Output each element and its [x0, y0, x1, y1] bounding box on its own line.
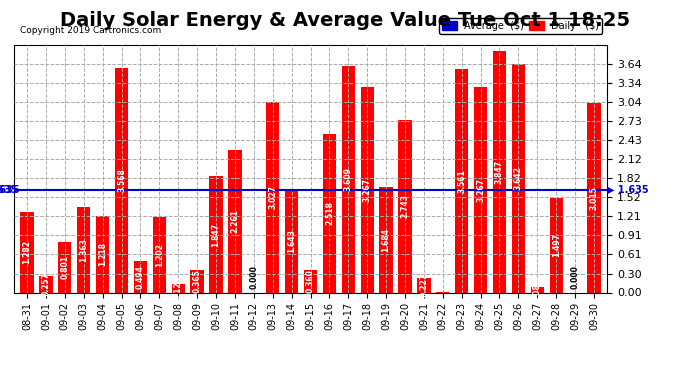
Text: ▶ 1.635: ▶ 1.635 [0, 185, 20, 195]
Bar [21, 212, 34, 292]
Text: 1.497: 1.497 [552, 234, 561, 258]
Text: 0.080: 0.080 [533, 278, 542, 302]
Text: 2.518: 2.518 [325, 201, 334, 225]
Bar [58, 242, 72, 292]
Bar [549, 198, 563, 292]
Text: 1.847: 1.847 [212, 222, 221, 246]
Bar [342, 66, 355, 292]
Text: 1.684: 1.684 [382, 228, 391, 252]
Bar [493, 51, 506, 292]
Text: 1.218: 1.218 [98, 242, 107, 266]
Text: 3.267: 3.267 [363, 178, 372, 202]
Bar [172, 285, 185, 292]
Text: Daily Solar Energy & Average Value Tue Oct 1 18:25: Daily Solar Energy & Average Value Tue O… [60, 11, 630, 30]
Bar [474, 87, 487, 292]
Text: 0.365: 0.365 [193, 269, 201, 293]
Text: 0.128: 0.128 [174, 276, 183, 300]
Text: 3.568: 3.568 [117, 168, 126, 192]
Text: 3.609: 3.609 [344, 167, 353, 191]
Text: 0.801: 0.801 [60, 255, 69, 279]
Text: 0.000: 0.000 [571, 266, 580, 290]
Bar [115, 68, 128, 292]
Text: 3.847: 3.847 [495, 160, 504, 184]
Bar [361, 87, 374, 292]
Bar [152, 217, 166, 292]
Legend: Average  ($), Daily   ($): Average ($), Daily ($) [439, 18, 602, 33]
Text: 0.000: 0.000 [249, 266, 258, 290]
Text: 2.743: 2.743 [400, 194, 409, 218]
Text: 0.494: 0.494 [136, 265, 145, 289]
Text: 0.227: 0.227 [420, 273, 428, 297]
Bar [398, 120, 412, 292]
Bar [512, 64, 525, 292]
Text: 1.282: 1.282 [23, 240, 32, 264]
Bar [380, 187, 393, 292]
Text: ▶ 1.635: ▶ 1.635 [0, 185, 17, 195]
Text: 3.642: 3.642 [514, 166, 523, 190]
Bar [304, 270, 317, 292]
Bar [455, 69, 469, 292]
Text: 3.267: 3.267 [476, 178, 485, 202]
Bar [417, 278, 431, 292]
Text: 1.643: 1.643 [287, 229, 296, 253]
Bar [190, 270, 204, 292]
Text: Copyright 2019 Cartronics.com: Copyright 2019 Cartronics.com [20, 26, 161, 35]
Bar [228, 150, 242, 292]
Bar [266, 102, 279, 292]
Text: 2.261: 2.261 [230, 210, 239, 233]
Bar [77, 207, 90, 292]
Bar [39, 276, 52, 292]
Text: ▶ 1.635: ▶ 1.635 [607, 185, 649, 195]
Bar [96, 216, 109, 292]
Text: 0.360: 0.360 [306, 269, 315, 293]
Bar [134, 261, 147, 292]
Bar [587, 103, 600, 292]
Text: 3.561: 3.561 [457, 169, 466, 192]
Text: 3.027: 3.027 [268, 185, 277, 209]
Bar [531, 288, 544, 292]
Bar [323, 134, 336, 292]
Text: 3.015: 3.015 [589, 186, 598, 210]
Text: 1.363: 1.363 [79, 238, 88, 262]
Bar [209, 177, 223, 292]
Bar [285, 189, 298, 292]
Text: 0.257: 0.257 [41, 273, 50, 296]
Text: 1.202: 1.202 [155, 243, 164, 267]
